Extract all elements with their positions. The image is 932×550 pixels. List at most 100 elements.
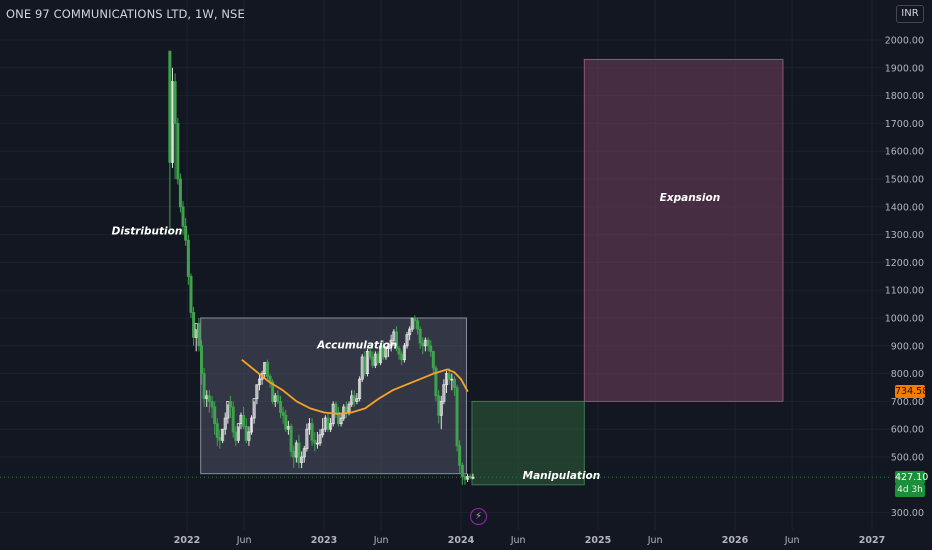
candle: [234, 426, 238, 446]
candle-body: [181, 206, 185, 227]
candle: [184, 217, 188, 246]
candle: [371, 351, 375, 369]
candle: [294, 440, 298, 463]
candle-body: [418, 328, 422, 344]
candle: [273, 393, 277, 407]
candle-body: [450, 378, 454, 381]
x-tick-label: Jun: [647, 535, 663, 546]
candle: [181, 201, 185, 235]
candle: [223, 412, 227, 435]
candle-body: [170, 81, 174, 163]
candle-body: [400, 353, 404, 361]
currency-button[interactable]: INR: [896, 5, 924, 23]
candle-body: [352, 395, 356, 402]
candle: [307, 418, 311, 435]
candle-body: [373, 353, 377, 366]
annotation-distribution: Distribution: [112, 226, 183, 238]
candle: [368, 345, 372, 360]
candle: [302, 445, 306, 463]
candle: [297, 434, 301, 469]
candle: [468, 473, 472, 480]
candle: [384, 345, 388, 360]
candle: [373, 351, 377, 369]
y-tick-label: 1300.00: [885, 230, 924, 241]
price-axis[interactable]: 2000.00 1900.00 1800.00 1700.00 1600.00 1500.…: [885, 36, 924, 520]
y-tick-label: 700.00: [891, 397, 924, 408]
candle-body: [405, 334, 409, 347]
candle-body: [442, 384, 446, 402]
candle: [189, 273, 193, 318]
y-tick-label: 1200.00: [885, 258, 924, 269]
candle: [431, 350, 435, 374]
candle: [186, 234, 190, 285]
candle-body: [452, 378, 456, 388]
candle: [239, 412, 243, 430]
candle: [363, 351, 367, 377]
x-tick-label: Jun: [236, 535, 252, 546]
candle-body: [265, 362, 269, 377]
candle-body: [358, 378, 362, 400]
candle-body: [281, 412, 285, 416]
candle: [442, 379, 446, 405]
candle: [247, 426, 251, 446]
candle: [170, 67, 174, 168]
x-tick-label: 2027: [859, 535, 885, 546]
candle-body: [218, 437, 222, 441]
candle-body: [186, 239, 190, 277]
y-tick-label: 1500.00: [885, 175, 924, 186]
candle: [423, 337, 427, 352]
candle-body: [173, 81, 177, 124]
candle: [358, 376, 362, 402]
candle-body: [350, 395, 354, 405]
annotation-accumulation: Accumulation: [316, 340, 397, 352]
candle: [381, 340, 385, 360]
candle-body: [447, 373, 451, 380]
candle: [450, 373, 454, 391]
bar-countdown-tag: 4d 3h: [895, 484, 925, 497]
candle: [226, 400, 230, 424]
candle-body: [228, 400, 232, 408]
candle-body: [313, 439, 317, 444]
candle: [210, 395, 214, 419]
candle-body: [297, 442, 301, 463]
candle-body: [205, 395, 209, 400]
lightning-icon[interactable]: ⚡: [470, 508, 487, 525]
candle: [178, 173, 182, 213]
time-axis[interactable]: 2022 Jun 2023 Jun 2024 Jun 2025 Jun 2026 Jun 2027: [174, 535, 885, 546]
y-tick-label: 900.00: [891, 341, 924, 352]
candle-body: [189, 275, 193, 313]
candle: [434, 365, 438, 402]
candle-body: [315, 442, 319, 445]
candle-body: [437, 395, 441, 416]
candle: [360, 354, 364, 382]
x-tick-label: 2026: [722, 535, 749, 546]
candle: [355, 393, 359, 405]
x-tick-label: Jun: [373, 535, 389, 546]
candle-body: [247, 431, 251, 441]
annotation-expansion: Expansion: [660, 192, 721, 204]
y-tick-label: 2000.00: [885, 36, 924, 47]
candle-body: [387, 345, 391, 349]
candle: [379, 343, 383, 366]
candle-body: [223, 417, 227, 430]
candle-body: [300, 456, 304, 463]
candle-body: [318, 434, 322, 444]
candle: [350, 390, 354, 407]
candle-body: [202, 373, 206, 400]
candle-body: [468, 476, 472, 478]
x-tick-label: 2024: [448, 535, 475, 546]
candle: [207, 390, 211, 413]
candle-body: [255, 384, 259, 400]
candle: [236, 423, 240, 444]
candle: [460, 462, 464, 485]
candle-body: [408, 328, 412, 336]
candle-body: [434, 367, 438, 397]
candle-body: [231, 406, 235, 433]
y-tick-label: 1600.00: [885, 147, 924, 158]
candle-body: [271, 381, 275, 402]
candle-body: [197, 323, 201, 347]
candle-body: [431, 350, 435, 369]
y-tick-label: 1400.00: [885, 202, 924, 213]
candle: [279, 395, 283, 419]
